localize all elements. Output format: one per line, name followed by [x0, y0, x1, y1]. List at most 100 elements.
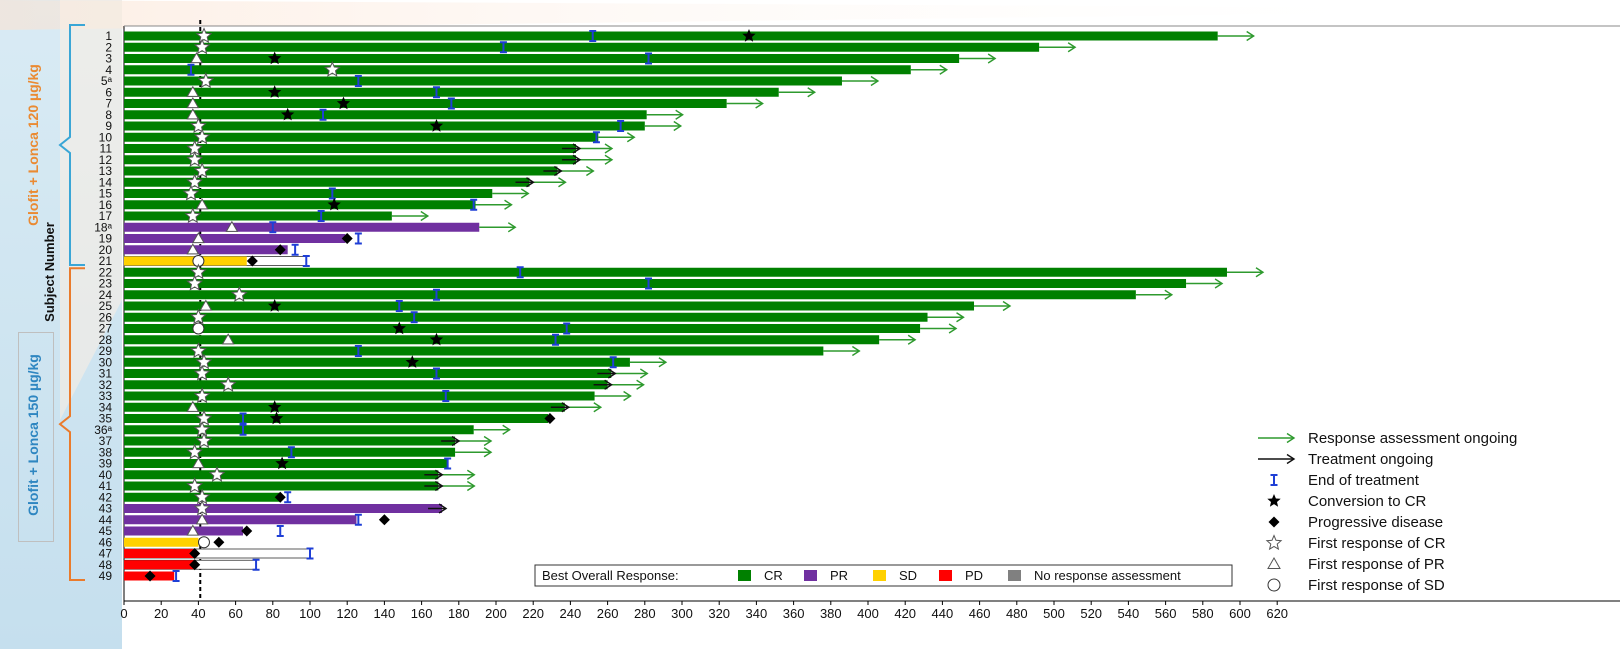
x-tick-label: 460 [969, 606, 991, 621]
x-tick-label: 320 [708, 606, 730, 621]
first-response-sd-marker [197, 536, 210, 549]
subject-label: 44 [99, 513, 113, 527]
end-of-treatment-marker [354, 232, 362, 245]
x-tick-label: 260 [597, 606, 619, 621]
first-response-pr-marker [186, 243, 200, 255]
bar [124, 110, 647, 120]
group-label-150-box [18, 332, 54, 542]
legend-marker-label: First response of PR [1308, 556, 1445, 573]
bor-swatch [804, 570, 817, 581]
response-ongoing-arrow-head [939, 64, 949, 75]
subject-label: 9 [105, 119, 112, 133]
bar [124, 132, 599, 142]
first-response-cr-marker [182, 184, 200, 201]
progressive-disease-marker [189, 548, 201, 559]
response-ongoing-arrow [455, 435, 493, 447]
end-of-treatment-marker [291, 243, 299, 256]
first-response-sd-marker [192, 322, 205, 335]
first-response-cr-marker [230, 286, 248, 302]
response-ongoing-arrow-head [870, 75, 880, 87]
top-decor-band [0, 0, 1470, 30]
response-ongoing-arrow-head [851, 345, 861, 357]
bar [124, 481, 439, 491]
bor-legend-title: Best Overall Response: [542, 568, 679, 583]
bar [124, 425, 474, 435]
bar [124, 76, 842, 86]
bar [124, 166, 558, 176]
end-of-treatment-marker [499, 41, 507, 54]
subject-label: 30 [99, 355, 113, 369]
best-response-legend: Best Overall Response: CR PR SD PD No respons… [534, 564, 1233, 587]
treatment-ongoing-arrow-head [604, 379, 613, 390]
bar [124, 65, 911, 75]
end-of-treatment-marker [276, 525, 284, 537]
response-ongoing-arrow-head [1002, 300, 1012, 312]
first-response-cr-marker [193, 38, 211, 55]
response-ongoing-arrow-head [483, 447, 493, 458]
bar [124, 447, 456, 457]
response-ongoing-arrow-head [558, 177, 567, 188]
x-tick-label: 440 [932, 606, 954, 621]
x-tick-label: 140 [374, 606, 396, 621]
end-of-treatment-marker [645, 52, 653, 65]
end-of-treatment-marker [354, 75, 362, 87]
x-tick-label: 80 [266, 606, 280, 621]
bar [124, 346, 824, 356]
bar [124, 549, 195, 558]
response-ongoing-arrow-head [956, 312, 965, 323]
subject-label: 2 [105, 40, 112, 54]
response-ongoing-arrow-head [1246, 30, 1255, 42]
subject-label: 46 [99, 535, 113, 549]
end-of-treatment-marker [563, 322, 571, 335]
subject-label: 41 [99, 479, 113, 493]
x-tick-label: 180 [448, 606, 470, 621]
first-response-pr-marker [186, 96, 200, 109]
first-response-pr-marker [192, 231, 205, 244]
response-ongoing-arrow [910, 64, 949, 75]
response-ongoing-arrow-head [520, 188, 530, 199]
end-of-treatment-marker [239, 423, 247, 436]
treatment-ongoing-arrow-head [526, 177, 535, 188]
end-of-treatment-marker [609, 356, 617, 369]
bar [124, 31, 1218, 41]
subject-labels: 12345ᵃ6789101112131415161718ᵃ19202122232… [94, 29, 112, 583]
bar [124, 222, 480, 232]
end-of-treatment-marker [410, 311, 418, 324]
first-response-cr-marker [193, 162, 211, 179]
subject-label: 6 [105, 85, 112, 99]
bor-swatch [939, 570, 952, 581]
marker-layer [144, 27, 1265, 582]
response-ongoing-arrow-head [639, 368, 649, 379]
first-response-cr-marker [193, 499, 211, 516]
response-ongoing-arrow [959, 53, 997, 64]
end-of-treatment-marker [317, 210, 325, 222]
response-ongoing-arrow-head [1164, 289, 1174, 300]
bar [124, 177, 530, 187]
end-of-treatment-marker [269, 221, 277, 234]
first-response-cr-marker [195, 27, 213, 44]
subject-label: 13 [99, 164, 113, 178]
bar [124, 256, 247, 266]
progressive-disease-marker [241, 525, 253, 537]
first-response-cr-marker [219, 375, 237, 392]
legend-eot-icon [1270, 474, 1278, 486]
treatment-ongoing-arrow [428, 503, 448, 514]
subject-label: 40 [99, 468, 113, 482]
subject-label: 36ᵃ [94, 423, 112, 437]
response-ongoing-arrow-head [604, 154, 614, 165]
response-ongoing-arrow-head [675, 109, 684, 120]
bracket-150 [58, 267, 85, 581]
subject-label: 45 [99, 524, 113, 538]
x-tick-label: 620 [1266, 606, 1288, 621]
response-ongoing-arrow-head [987, 53, 997, 64]
treatment-ongoing-arrow [515, 177, 535, 188]
first-response-pr-marker [186, 400, 200, 412]
end-of-treatment-marker [284, 491, 292, 504]
end-of-treatment-marker [645, 277, 653, 290]
end-of-treatment-marker [187, 63, 195, 76]
end-of-treatment-marker [306, 547, 314, 560]
treatment-ongoing-arrow-head [438, 503, 448, 514]
subject-label: 24 [99, 288, 113, 302]
progressive-disease-marker [274, 244, 286, 256]
